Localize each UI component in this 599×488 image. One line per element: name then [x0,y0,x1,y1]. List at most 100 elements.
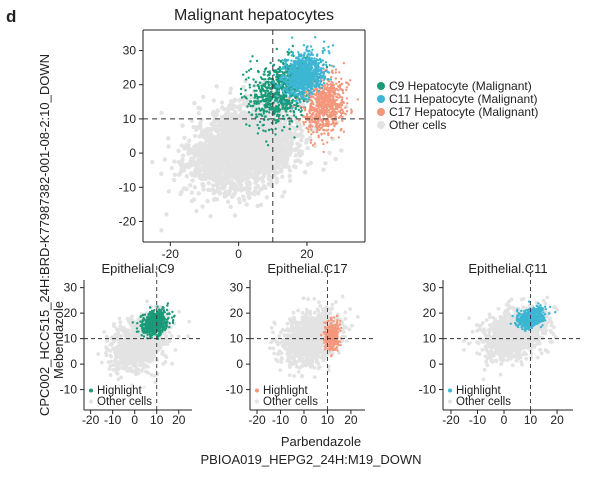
data-point [317,136,320,139]
data-point [277,105,280,108]
legend-marker [377,95,385,103]
data-point [243,95,246,98]
data-point [257,139,262,144]
data-point [296,77,299,81]
data-point [162,157,167,162]
data-point [272,70,276,73]
data-point [289,147,294,152]
data-point [253,164,258,169]
data-point [304,95,308,98]
data-point [283,79,287,82]
data-point [282,95,285,99]
data-point [321,59,324,62]
data-point [277,86,280,89]
data-point [323,161,328,166]
data-point [189,118,194,124]
data-point [159,171,164,176]
data-point [325,113,328,117]
data-point [230,113,235,118]
data-point [211,98,216,103]
data-point [316,105,319,108]
data-point [197,134,202,139]
data-point [331,128,335,131]
data-point [219,100,225,105]
data-point [287,178,293,183]
data-point [180,157,185,162]
data-point [264,115,267,118]
data-point [299,138,304,143]
y-tick-label: 0 [129,146,136,160]
data-point [281,59,284,62]
data-point [229,194,235,199]
data-point [301,95,305,99]
data-point [287,168,293,173]
data-point [317,134,320,137]
data-point [331,69,334,72]
data-point [192,100,197,106]
data-point [260,93,263,96]
data-point [303,116,307,119]
data-point [184,173,189,179]
data-point [256,95,260,99]
data-point [294,60,297,63]
data-point [291,51,295,54]
data-point [245,99,251,104]
data-point [263,99,267,103]
data-point [232,110,238,115]
data-point [315,58,318,61]
data-point [302,77,305,80]
data-point [248,86,252,89]
data-point [325,82,329,85]
data-point [310,128,313,131]
data-point [260,160,265,166]
data-point [262,78,266,81]
data-point [203,176,208,182]
data-point [274,108,278,111]
y-tick-label: 10 [123,112,137,126]
data-point [238,135,244,140]
data-point [335,99,338,102]
data-point [278,70,282,73]
chart-title: Malignant hepatocytes [174,7,334,24]
data-point [262,108,265,112]
data-point [258,202,264,207]
data-point [237,98,242,103]
data-point [302,169,308,175]
data-point [339,84,342,87]
data-point [293,65,297,69]
data-point [332,109,336,113]
data-point [232,187,238,193]
data-point [274,91,278,94]
data-point [211,124,216,129]
data-point [311,120,315,124]
data-point [253,84,256,87]
data-point [286,164,291,170]
data-point [315,130,319,134]
data-point [272,168,277,173]
data-point [264,67,267,71]
data-point [312,75,315,78]
data-point [280,194,285,199]
data-point [207,187,212,193]
data-point [177,172,182,177]
data-point [302,44,306,47]
data-point [319,123,322,126]
data-point [214,84,219,89]
data-point [253,123,258,128]
data-point [254,109,257,113]
data-point [326,94,329,97]
y-axis-outer-title: CPC002_HCC515_24H:BRD-K77987382-001-08-2… [37,54,52,416]
data-point [293,136,296,139]
data-point [342,101,345,104]
data-point [249,67,253,71]
x-axis-outer-title: PBIOA019_HEPG2_24H:M19_DOWN [200,452,421,467]
data-point [300,85,304,89]
data-point [342,91,345,95]
data-point [291,36,294,39]
data-point [248,124,251,128]
data-point [315,74,319,77]
data-point [350,111,353,115]
data-point [247,69,251,72]
